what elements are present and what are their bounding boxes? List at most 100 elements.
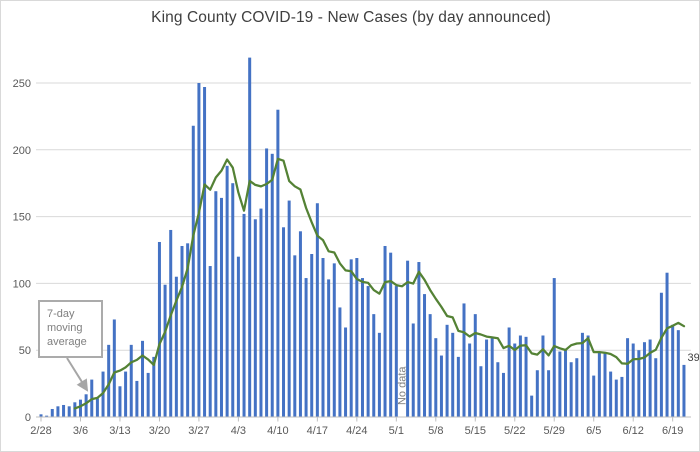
x-tick-label: 5/15 bbox=[465, 425, 486, 437]
bar bbox=[73, 402, 77, 417]
bar bbox=[321, 258, 325, 417]
bar bbox=[631, 343, 635, 417]
bar bbox=[327, 279, 331, 417]
bar bbox=[445, 324, 449, 417]
bar bbox=[270, 153, 274, 418]
x-tick-label: 2/28 bbox=[30, 425, 51, 437]
x-tick-label: 6/12 bbox=[622, 425, 643, 437]
bar bbox=[389, 252, 393, 417]
bar bbox=[462, 303, 466, 417]
x-tick-label: 6/19 bbox=[662, 425, 683, 437]
bar bbox=[338, 307, 342, 417]
bar bbox=[642, 342, 646, 417]
bar bbox=[146, 372, 150, 417]
moving-average-annotation: 7-day moving average bbox=[38, 300, 103, 358]
bar bbox=[417, 262, 421, 417]
bar bbox=[78, 399, 82, 417]
bar bbox=[50, 408, 54, 417]
bar bbox=[434, 338, 438, 417]
y-tick-label: 50 bbox=[19, 345, 31, 357]
bar bbox=[394, 286, 398, 417]
bar bbox=[360, 278, 364, 417]
bar bbox=[406, 260, 410, 417]
bar bbox=[456, 356, 460, 417]
y-tick-label: 150 bbox=[13, 212, 31, 224]
bar bbox=[501, 372, 505, 417]
bar bbox=[659, 292, 663, 417]
bar bbox=[575, 358, 579, 417]
y-tick-label: 200 bbox=[13, 145, 31, 157]
bar bbox=[439, 355, 443, 417]
bar bbox=[332, 263, 336, 417]
bar bbox=[56, 406, 60, 417]
bar bbox=[304, 278, 308, 417]
bar bbox=[276, 109, 280, 417]
bar bbox=[671, 324, 675, 417]
bar bbox=[282, 227, 286, 417]
bar bbox=[372, 314, 376, 417]
bar bbox=[569, 362, 573, 417]
bar bbox=[39, 414, 43, 417]
bar bbox=[225, 165, 229, 417]
bar bbox=[603, 352, 607, 417]
bar bbox=[620, 376, 624, 417]
bar bbox=[191, 125, 195, 417]
bar bbox=[95, 398, 99, 417]
x-tick-label: 3/27 bbox=[188, 425, 209, 437]
bar bbox=[614, 379, 618, 417]
chart-title: King County COVID-19 - New Cases (by day… bbox=[151, 9, 551, 26]
x-tick-label: 5/22 bbox=[504, 425, 525, 437]
bar bbox=[84, 394, 88, 417]
annotation-arrow bbox=[66, 357, 89, 392]
final-value-data-label: 39 bbox=[687, 352, 699, 364]
bar bbox=[253, 219, 257, 417]
bar bbox=[377, 332, 381, 417]
bar bbox=[135, 380, 139, 417]
x-tick-label: 3/20 bbox=[149, 425, 170, 437]
bar bbox=[344, 327, 348, 417]
x-tick-label: 5/1 bbox=[389, 425, 404, 437]
bar bbox=[298, 231, 302, 417]
bar bbox=[62, 404, 66, 417]
bar bbox=[124, 371, 128, 417]
bar bbox=[112, 319, 116, 417]
x-tick-label: 6/5 bbox=[586, 425, 601, 437]
bar bbox=[468, 343, 472, 417]
bar bbox=[45, 415, 49, 417]
bar bbox=[479, 366, 483, 417]
bar bbox=[490, 338, 494, 417]
bar bbox=[676, 330, 680, 417]
bar bbox=[141, 340, 145, 417]
bar bbox=[564, 348, 568, 417]
bar bbox=[214, 191, 218, 417]
bar bbox=[626, 338, 630, 417]
bar bbox=[524, 336, 528, 417]
x-tick-label: 3/13 bbox=[109, 425, 130, 437]
bar bbox=[197, 83, 201, 417]
bar bbox=[518, 335, 522, 417]
bar bbox=[310, 254, 314, 417]
x-tick-label: 4/17 bbox=[307, 425, 328, 437]
bar bbox=[169, 229, 173, 417]
bar bbox=[547, 370, 551, 417]
x-tick-label: 4/10 bbox=[267, 425, 288, 437]
bar bbox=[609, 371, 613, 417]
bar bbox=[496, 362, 500, 417]
no-data-label: No data bbox=[396, 366, 408, 405]
bar bbox=[535, 370, 539, 417]
bar bbox=[637, 350, 641, 417]
bar bbox=[242, 213, 246, 417]
bar bbox=[451, 332, 455, 417]
bar bbox=[411, 323, 415, 417]
bar bbox=[665, 272, 669, 417]
bar bbox=[597, 351, 601, 417]
bar bbox=[157, 241, 161, 417]
bar bbox=[203, 87, 207, 418]
x-tick-label: 4/24 bbox=[346, 425, 367, 437]
bar bbox=[507, 327, 511, 417]
bar bbox=[186, 243, 190, 417]
bar bbox=[163, 284, 167, 417]
bar bbox=[530, 395, 534, 417]
